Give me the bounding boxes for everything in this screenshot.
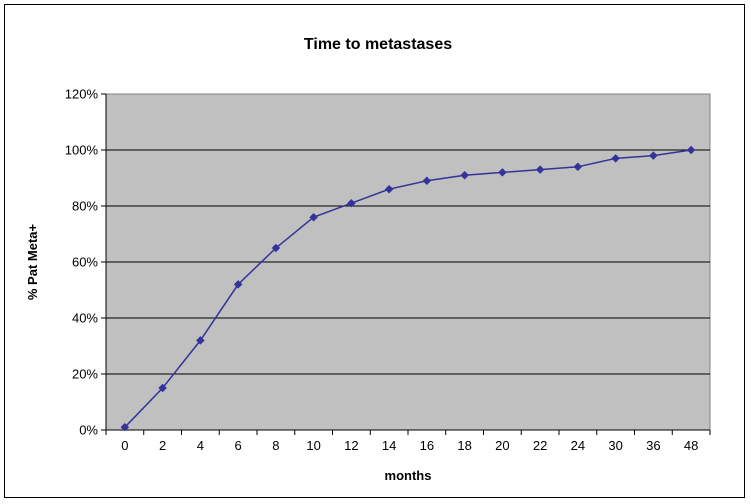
- data-point-marker: [196, 336, 205, 345]
- x-tick-label: 6: [235, 438, 242, 453]
- y-tick-label: 80%: [72, 199, 98, 214]
- y-axis: 0% 20% 40% 60% 80% 100% 120%: [65, 87, 107, 438]
- data-point-marker: [347, 198, 356, 208]
- x-tick-label: 22: [533, 438, 547, 453]
- data-point-marker: [460, 170, 469, 180]
- data-point-marker: [573, 162, 583, 172]
- y-tick-label: 120%: [65, 87, 99, 102]
- x-tick-label: 4: [197, 438, 204, 453]
- x-tick-label: 16: [420, 438, 434, 453]
- x-tick-label: 20: [495, 438, 509, 453]
- y-axis-title: % Pat Meta+: [25, 223, 40, 300]
- data-point-marker: [686, 145, 696, 155]
- data-point-marker: [535, 165, 545, 174]
- data-point-marker: [158, 383, 167, 393]
- x-tick-label: 24: [571, 438, 585, 453]
- series-line: [124, 149, 692, 428]
- data-point-marker: [422, 176, 432, 186]
- data-point-marker: [233, 280, 243, 289]
- data-point-marker: [498, 168, 507, 177]
- y-tick-label: 60%: [72, 255, 98, 270]
- data-point-marker: [649, 151, 658, 160]
- series-group: [120, 145, 696, 432]
- x-tick-label: 36: [646, 438, 660, 453]
- line-chart: Time to metastases 0%20%40%60%80%100%120…: [25, 36, 711, 483]
- x-tick-label: 14: [382, 438, 396, 453]
- data-point-marker: [120, 422, 130, 432]
- gridlines: [106, 149, 710, 375]
- x-tick-label: 18: [457, 438, 471, 453]
- x-axis: 0 2 4 6 8 10 12 14 16 18 20 22 24 30 36 48: [105, 429, 711, 453]
- x-axis-title: months: [385, 468, 432, 483]
- y-tick-label: 40%: [72, 311, 98, 326]
- x-tick-label: 48: [684, 438, 698, 453]
- y-tick-label: 0%: [79, 423, 98, 438]
- y-tick-label: 100%: [65, 143, 99, 158]
- x-tick-label: 0: [121, 438, 128, 453]
- data-point-marker: [611, 154, 620, 163]
- data-point-marker: [384, 184, 394, 194]
- x-tick-label: 30: [608, 438, 622, 453]
- chart-title: Time to metastases: [304, 36, 452, 53]
- data-point-marker: [271, 243, 281, 253]
- x-tick-label: 10: [306, 438, 320, 453]
- x-tick-label: 12: [344, 438, 358, 453]
- x-tick-label: 2: [159, 438, 166, 453]
- y-tick-label: 20%: [72, 367, 98, 382]
- x-tick-label: 8: [272, 438, 279, 453]
- data-point-marker: [309, 212, 318, 222]
- chart-frame: Time to metastases 0% 20% 40% 60% 80% 100% 120…: [4, 4, 745, 498]
